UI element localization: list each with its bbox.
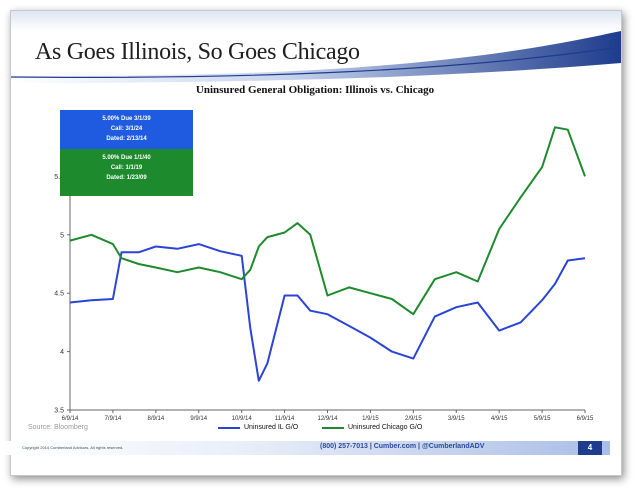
x-tick-label: 4/9/15 <box>491 416 508 422</box>
legend-label-illinois: Uninsured IL G/O <box>244 424 299 431</box>
y-tick-label: 4.5 <box>54 291 64 298</box>
x-tick-label: 7/9/14 <box>105 416 122 422</box>
chicago-annotation-box: 5.00% Due 1/1/40 Call: 1/1/19 Dated: 1/2… <box>60 149 193 196</box>
x-tick-label: 10/9/14 <box>232 416 253 422</box>
chicago-annotation-line: Dated: 1/23/09 <box>106 175 147 181</box>
x-tick-label: 8/9/14 <box>147 416 164 422</box>
x-tick-label: 3/9/15 <box>448 416 465 422</box>
x-tick-label: 6/9/14 <box>62 416 79 422</box>
series-line-illinois <box>69 243 586 382</box>
legend-label-chicago: Uninsured Chicago G/O <box>348 424 423 431</box>
x-tick-label: 5/9/15 <box>534 416 551 422</box>
chicago-annotation-line: Call: 1/1/19 <box>110 165 143 171</box>
y-tick-label: 3.5 <box>54 408 64 415</box>
footer-bar <box>0 441 610 455</box>
x-tick-label: 12/9/14 <box>317 416 338 422</box>
y-tick-label: 5.5 <box>54 174 64 181</box>
legend-item-illinois: Uninsured IL G/O <box>218 424 298 431</box>
source-note: Source: Bloomberg <box>28 424 88 431</box>
legend-item-chicago: Uninsured Chicago G/O <box>322 424 422 431</box>
y-tick-label: 5 <box>60 232 64 239</box>
illinois-annotation-line: Dated: 2/13/14 <box>106 136 147 142</box>
chicago-annotation-line: 5.00% Due 1/1/40 <box>102 155 151 161</box>
illinois-annotation-line: Call: 3/1/24 <box>110 126 143 132</box>
copyright-note: Copyright 2014 Cumberland Advisors. All … <box>22 445 124 450</box>
legend-swatch-illinois <box>218 426 240 429</box>
slide-title: As Goes Illinois, So Goes Chicago <box>35 39 360 65</box>
title-swoosh <box>11 31 621 83</box>
page-number: 4 <box>578 441 602 455</box>
series-line-chicago <box>69 126 586 316</box>
x-tick-label: 1/9/15 <box>362 416 379 422</box>
legend-swatch-chicago <box>322 426 344 429</box>
illinois-annotation-line: 5.00% Due 3/1/39 <box>102 116 151 122</box>
chart-title: Uninsured General Obligation: Illinois v… <box>195 84 435 96</box>
y-tick-label: 4 <box>60 349 64 356</box>
x-tick-label: 9/9/14 <box>190 416 207 422</box>
x-tick-label: 11/9/14 <box>275 416 295 422</box>
x-tick-label: 2/9/15 <box>405 416 422 422</box>
contact-info: (800) 257-7013 | Cumber.com | @Cumberlan… <box>320 443 485 450</box>
illinois-annotation-box: 5.00% Due 3/1/39 Call: 3/1/24 Dated: 2/1… <box>60 110 193 155</box>
top-bar <box>11 11 621 31</box>
x-tick-label: 6/9/15 <box>577 416 594 422</box>
